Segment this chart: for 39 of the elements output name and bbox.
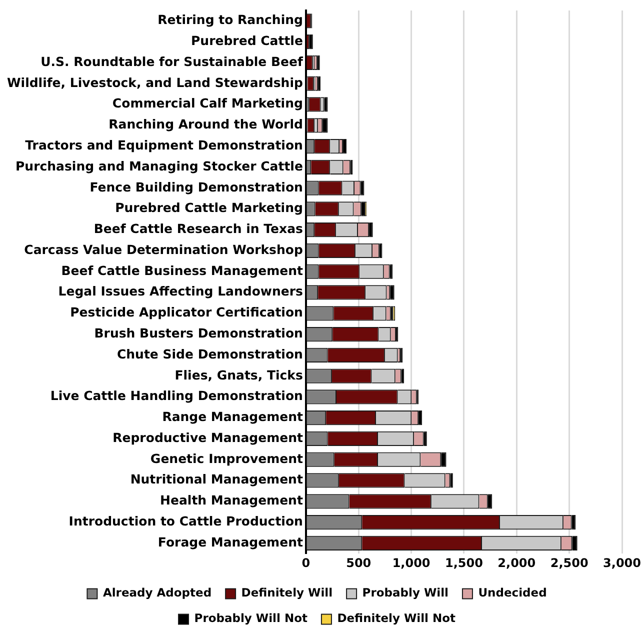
y-tick-label: Introduction to Cattle Production	[68, 514, 303, 529]
legend-label: Probably Will Not	[194, 611, 308, 626]
y-tick-label: Ranching Around the World	[108, 116, 303, 132]
y-tick-label: Fence Building Demonstration	[90, 179, 303, 194]
x-tick-label: 500	[346, 556, 372, 570]
y-tick-label: Reproductive Management	[112, 430, 303, 445]
y-tick-label: Legal Issues Affecting Landowners	[58, 284, 303, 299]
y-tick-label: Wildlife, Livestock, and Land Stewardship	[6, 74, 303, 90]
x-tick-label: 2,000	[498, 556, 536, 570]
y-tick-label: Health Management	[160, 492, 303, 508]
y-tick-label: Brush Busters Demonstration	[94, 326, 303, 341]
y-tick-label: Retiring to Ranching	[158, 12, 303, 28]
y-tick-label: Beef Cattle Business Management	[61, 262, 303, 278]
legend-label: Definitely Will	[241, 586, 333, 600]
x-tick-label: 1,000	[392, 556, 430, 570]
y-tick-label: Carcass Value Determination Workshop	[24, 242, 303, 257]
legend-label: Already Adopted	[102, 586, 212, 600]
y-tick-label: Pesticide Applicator Certification	[70, 304, 303, 320]
x-tick-label: 0	[302, 556, 310, 570]
y-tick-label: Tractors and Equipment Demonstration	[25, 138, 303, 153]
x-tick-label: 2,500	[550, 556, 588, 570]
y-tick-label: Flies, Gnats, Ticks	[174, 367, 303, 382]
y-tick-label: Purchasing and Managing Stocker Cattle	[16, 158, 303, 174]
y-tick-label: Forage Management	[158, 534, 303, 550]
y-tick-label: Genetic Improvement	[150, 450, 303, 466]
y-tick-label: Live Cattle Handling Demonstration	[50, 388, 303, 404]
legend-label: Probably Will	[362, 586, 448, 600]
y-tick-label: Nutritional Management	[130, 472, 303, 487]
y-tick-label: Commercial Calf Marketing	[112, 96, 303, 111]
x-tick-label: 1,500	[445, 556, 483, 570]
y-tick-label: Purebred Cattle	[191, 33, 303, 48]
y-tick-label: U.S. Roundtable for Sustainable Beef	[40, 54, 304, 69]
legend-label: Definitely Will Not	[337, 611, 456, 626]
y-tick-label: Purebred Cattle Marketing	[115, 200, 303, 216]
legend-label: Undecided	[478, 586, 547, 600]
y-tick-label: Chute Side Demonstration	[116, 346, 303, 362]
y-tick-label: Beef Cattle Research in Texas	[94, 221, 303, 236]
y-tick-label: Range Management	[162, 409, 303, 424]
x-tick-label: 3,000	[603, 556, 642, 570]
